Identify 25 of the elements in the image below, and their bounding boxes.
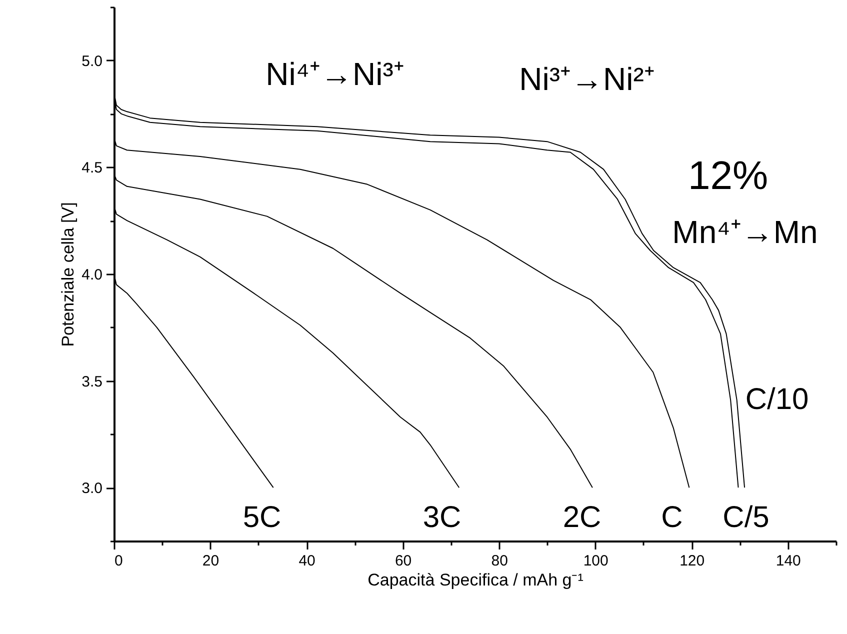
x-tick-label: 140 [776,552,801,570]
x-axis-title: Capacità Specifica / mAh g⁻¹ [368,570,584,590]
annotation: 5C [242,501,282,534]
y-tick-label: 4.0 [82,266,102,284]
annotation: C/5 [722,501,770,534]
x-tick-label: 100 [583,552,608,570]
x-tick-label: 80 [491,552,508,570]
annotation: Ni⁴⁺→Ni³⁺ [266,56,404,92]
y-tick-label: 3.0 [82,480,102,498]
annotation: 3C [422,501,462,534]
x-tick-label: 120 [680,552,705,570]
annotation: C [661,501,683,534]
annotation: C/10 [745,383,809,416]
x-tick-label: 20 [202,552,220,570]
y-tick-label: 5.0 [82,52,102,70]
x-tick-label: 60 [394,552,412,570]
annotation: Mn⁴⁺→Mn [672,214,818,250]
annotation: Ni³⁺→Ni²⁺ [519,61,655,97]
y-axis-title: Potenziale cella [V] [58,202,78,347]
x-tick-label: 40 [298,552,316,570]
annotation: 2C [562,501,602,534]
x-tick-label: 0 [114,552,123,570]
y-tick-label: 3.5 [82,373,102,390]
y-tick-label: 4.5 [82,160,102,177]
annotation: 12% [688,154,768,198]
